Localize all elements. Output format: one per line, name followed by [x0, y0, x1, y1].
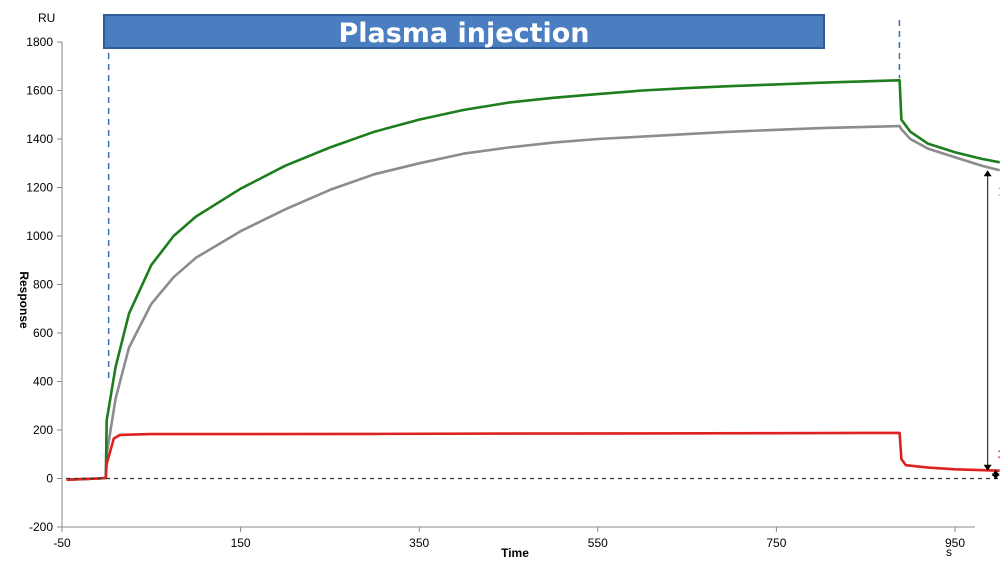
y-tick-label: 600 — [33, 326, 53, 340]
x-tick-label: -50 — [53, 536, 71, 550]
end-label-grey: 1271 RU — [998, 184, 1000, 198]
y-tick-label: 0 — [46, 472, 53, 486]
x-axis-unit: s — [946, 545, 952, 559]
y-tick-label: 1000 — [26, 229, 53, 243]
y-tick-label: 1400 — [26, 132, 53, 146]
y-tick-label: 800 — [33, 278, 53, 292]
y-axis-title: Response — [17, 271, 31, 329]
injection-markers — [107, 20, 901, 382]
x-axis-ticks: -50 150 350 550 750 950 — [53, 527, 965, 550]
y-tick-label: 1600 — [26, 84, 53, 98]
injection-banner-bar — [103, 14, 825, 49]
y-tick-label: 1800 — [26, 35, 53, 49]
y-tick-label: -200 — [29, 520, 53, 534]
annotation-layer: 1304 RU1271 RU32 RU — [66, 170, 1000, 480]
injection-banner-label: Plasma injection — [338, 18, 589, 49]
injection-banner: Plasma injection — [103, 14, 825, 49]
x-tick-label: 550 — [588, 536, 608, 550]
x-tick-label: 950 — [945, 536, 965, 550]
series-line-red — [66, 431, 1000, 481]
x-tick-label: 150 — [231, 536, 251, 550]
y-tick-label: 200 — [33, 423, 53, 437]
x-tick-label: 350 — [409, 536, 429, 550]
baseline-arrow-head-bottom — [991, 473, 1000, 480]
series-line-grey — [66, 124, 1000, 481]
x-tick-label: 750 — [766, 536, 786, 550]
x-axis-title: Time — [501, 546, 529, 560]
series-line-green — [66, 79, 1000, 481]
y-tick-label: 400 — [33, 375, 53, 389]
y-tick-label: 1200 — [26, 181, 53, 195]
difference-arrow-head-top — [983, 170, 992, 177]
end-label-red: 32 RU — [998, 448, 1000, 462]
y-axis-ticks: -200 0 200 400 600 800 1000 1200 1400 1600 1800 — [26, 35, 62, 534]
series-layer — [66, 79, 1000, 481]
y-axis-unit: RU — [38, 11, 55, 25]
difference-arrow-head-bottom — [983, 464, 992, 471]
